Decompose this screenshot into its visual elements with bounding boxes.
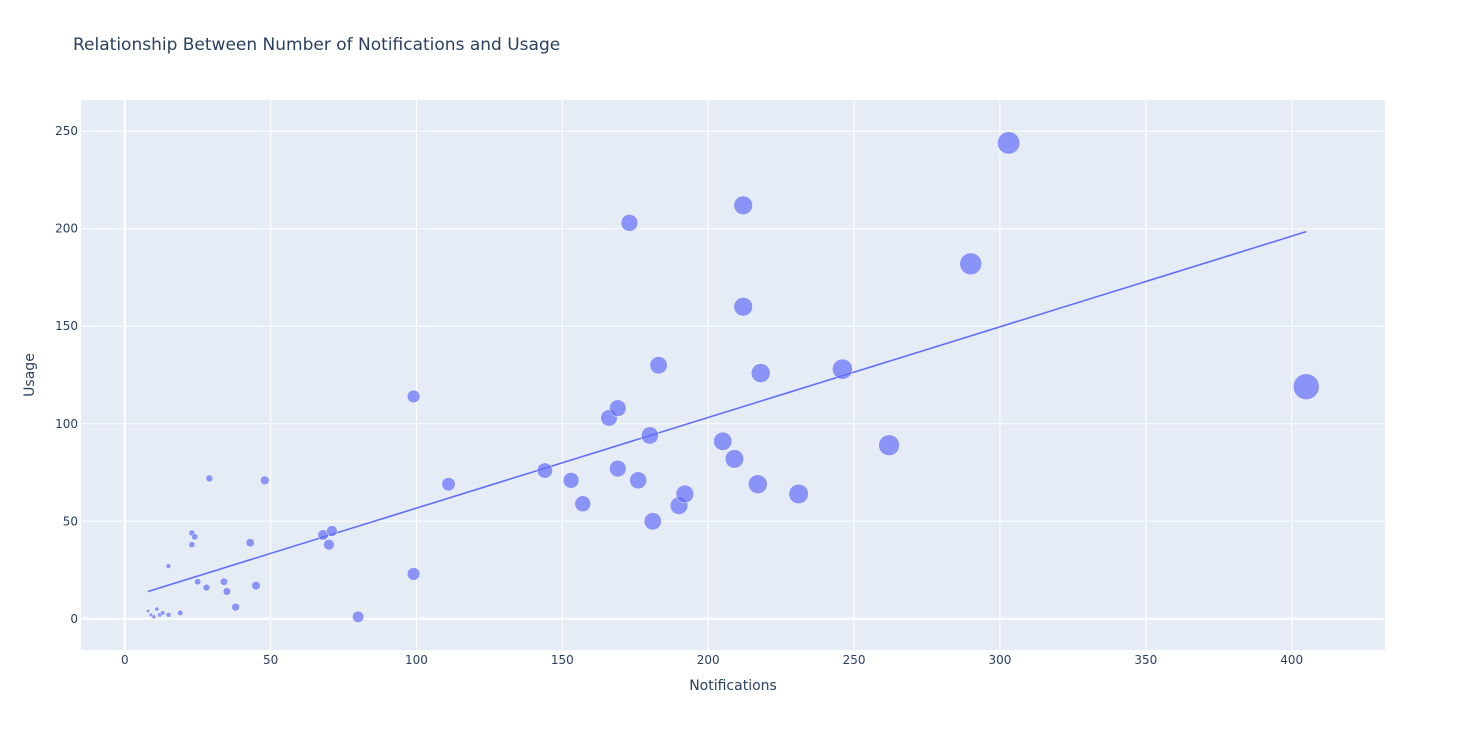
x-tick-label: 250 — [843, 653, 866, 667]
scatter-point[interactable] — [352, 610, 365, 623]
scatter-point[interactable] — [188, 541, 196, 549]
scatter-point[interactable] — [609, 459, 627, 478]
x-tick-label: 350 — [1134, 653, 1157, 667]
trendline — [147, 230, 1307, 593]
scatter-point[interactable] — [609, 399, 627, 417]
y-tick-label: 50 — [63, 514, 78, 528]
scatter-point[interactable] — [194, 578, 202, 586]
x-tick-label: 0 — [121, 653, 129, 667]
scatter-point[interactable] — [629, 471, 648, 490]
y-axis-ticks: 0 50 100 150 200 250 — [55, 124, 78, 626]
scatter-points[interactable] — [146, 131, 1320, 623]
scatter-point[interactable] — [733, 195, 753, 215]
scatter-point[interactable] — [649, 356, 668, 375]
x-tick-label: 50 — [263, 653, 278, 667]
y-axis-title: Usage — [22, 353, 38, 397]
y-tick-label: 100 — [55, 417, 78, 431]
scatter-point[interactable] — [748, 474, 768, 494]
scatter-point[interactable] — [205, 474, 214, 483]
x-tick-label: 100 — [405, 653, 428, 667]
plot-background — [81, 100, 1385, 650]
scatter-point[interactable] — [441, 477, 456, 492]
scatter-point[interactable] — [574, 495, 592, 513]
scatter-point[interactable] — [620, 214, 639, 232]
grid-lines — [81, 100, 1385, 650]
x-axis-title: Notifications — [689, 678, 777, 694]
scatter-point[interactable] — [251, 581, 261, 591]
scatter-point[interactable] — [154, 606, 160, 612]
scatter-point[interactable] — [323, 539, 335, 551]
y-tick-label: 250 — [55, 124, 78, 138]
scatter-point[interactable] — [750, 363, 771, 383]
scatter-point[interactable] — [191, 533, 199, 541]
scatter-point[interactable] — [165, 612, 172, 618]
scatter-point[interactable] — [640, 426, 659, 445]
scatter-point[interactable] — [724, 449, 745, 469]
scatter-point[interactable] — [832, 358, 853, 380]
scatter-point[interactable] — [788, 483, 809, 505]
x-tick-label: 150 — [551, 653, 574, 667]
scatter-point[interactable] — [406, 567, 421, 581]
scatter-point[interactable] — [536, 462, 553, 479]
scatter-point[interactable] — [733, 297, 753, 317]
scatter-point[interactable] — [160, 610, 166, 616]
scatter-point[interactable] — [151, 614, 157, 620]
y-tick-label: 0 — [70, 612, 78, 626]
scatter-point[interactable] — [643, 512, 662, 531]
scatter-point[interactable] — [260, 475, 270, 486]
y-tick-label: 150 — [55, 319, 78, 333]
scatter-point[interactable] — [675, 484, 695, 504]
scatter-point[interactable] — [222, 587, 231, 596]
scatter-point[interactable] — [959, 252, 983, 276]
scatter-point[interactable] — [1292, 373, 1320, 400]
trendline-layer — [147, 230, 1307, 593]
x-tick-label: 400 — [1280, 653, 1303, 667]
scatter-point[interactable] — [146, 608, 151, 614]
scatter-point[interactable] — [878, 434, 900, 456]
x-axis-ticks: 0 50 100 150 200 250 300 350 400 — [121, 653, 1303, 667]
scatter-point[interactable] — [326, 525, 338, 537]
scatter-point[interactable] — [202, 583, 211, 592]
scatter-point[interactable] — [713, 431, 733, 451]
chart-title: Relationship Between Number of Notificat… — [73, 35, 560, 55]
scatter-point[interactable] — [231, 602, 240, 612]
scatter-point[interactable] — [177, 609, 184, 617]
x-tick-label: 200 — [697, 653, 720, 667]
scatter-point[interactable] — [562, 472, 580, 489]
scatter-point[interactable] — [219, 577, 228, 586]
y-tick-label: 200 — [55, 222, 78, 236]
scatter-point[interactable] — [165, 563, 172, 569]
scatter-point[interactable] — [997, 131, 1021, 155]
x-tick-label: 300 — [988, 653, 1011, 667]
scatter-point[interactable] — [245, 538, 255, 548]
scatter-point[interactable] — [406, 389, 421, 404]
